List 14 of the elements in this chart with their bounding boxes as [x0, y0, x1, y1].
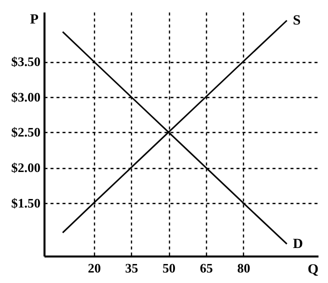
x-tick-label: 65 — [200, 260, 214, 276]
x-tick-label: 35 — [125, 260, 139, 276]
x-tick-label: 80 — [237, 260, 250, 276]
x-tick-label: 20 — [88, 260, 101, 276]
x-tick-label: 50 — [162, 260, 176, 276]
x-axis-title: Q — [308, 262, 319, 278]
series-label: S — [292, 13, 301, 28]
y-tick-label: $1.50 — [11, 195, 40, 210]
y-tick-label: $3.00 — [11, 89, 40, 104]
y-axis-title: P — [30, 12, 39, 28]
y-tick-label: $2.50 — [11, 124, 40, 140]
y-tick-label: $2.00 — [11, 160, 40, 176]
series-label: D — [292, 236, 303, 252]
y-tick-label: $3.50 — [11, 54, 40, 70]
